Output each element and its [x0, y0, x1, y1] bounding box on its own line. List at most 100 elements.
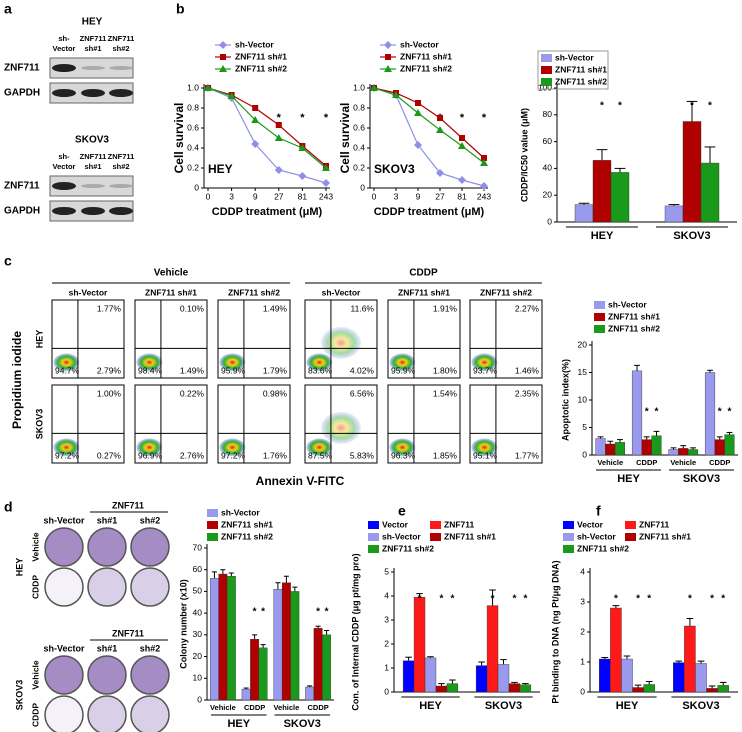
- legend-swatch: [207, 509, 218, 517]
- significance: *: [721, 594, 725, 605]
- significance: *: [450, 594, 454, 605]
- quadrant-value: 94.7%: [55, 365, 80, 375]
- y-tick-label: 100: [538, 82, 552, 92]
- legend-label: ZNF711 sh#1: [555, 64, 607, 74]
- y-tick-label: 10: [578, 394, 588, 404]
- bar: [651, 435, 662, 456]
- legend-swatch: [368, 533, 379, 541]
- quadrant-value: 1.49%: [263, 303, 288, 313]
- legend-marker: [384, 41, 392, 49]
- x-tick-label: HEY: [591, 230, 614, 242]
- x-tick-label: 9: [416, 191, 421, 201]
- panel-label: d: [4, 499, 13, 515]
- bar: [322, 634, 332, 701]
- legend-label: sh-Vector: [382, 531, 421, 541]
- lane-label: ZNF711: [80, 152, 107, 161]
- quadrant-value: 1.85%: [433, 450, 458, 460]
- data-point: [251, 140, 260, 148]
- colony-row-label: SKOV3: [14, 680, 24, 711]
- legend-swatch: [563, 533, 574, 541]
- quadrant-value: 2.35%: [515, 388, 540, 398]
- lane-label: Vector: [53, 44, 76, 53]
- bar: [673, 662, 685, 693]
- blot-band: [109, 207, 133, 215]
- legend-swatch: [563, 521, 574, 529]
- legend-label: Vector: [577, 519, 604, 529]
- y-tick-label: 3: [580, 596, 585, 606]
- data-point: [436, 126, 444, 133]
- x-tick-label: 3: [229, 191, 234, 201]
- quadrant-value: 1.77%: [515, 450, 540, 460]
- bar: [706, 688, 718, 693]
- series-line: [207, 87, 327, 169]
- bar: [678, 448, 689, 456]
- legend-label: ZNF711 sh#2: [235, 63, 287, 73]
- flow-column-label: ZNF711 sh#1: [398, 287, 450, 297]
- bar: [668, 449, 679, 456]
- colony-column-label: sh#2: [140, 643, 161, 653]
- quadrant-value: 2.27%: [515, 303, 540, 313]
- cell-cluster: [53, 438, 80, 457]
- legend-label: sh-Vector: [577, 531, 616, 541]
- data-point: [480, 182, 488, 190]
- flow-column-label: sh-Vector: [69, 287, 108, 297]
- colony-plate: [44, 695, 84, 732]
- legend-label: ZNF711 sh#2: [400, 63, 452, 73]
- blot-row-label: GAPDH: [4, 88, 40, 99]
- quadrant-value: 0.22%: [180, 388, 205, 398]
- significance: *: [512, 594, 516, 605]
- y-tick-label: 20: [543, 189, 553, 199]
- legend-marker: [219, 65, 227, 72]
- x-axis-label: CDDP treatment (μM): [374, 206, 485, 218]
- chart-annotation: HEY: [208, 162, 233, 176]
- y-axis-label: Colony number (x10): [178, 579, 188, 669]
- blot-row-label: GAPDH: [4, 206, 40, 217]
- y-tick-label: 0: [360, 182, 365, 192]
- colony-column-label: sh-Vector: [43, 515, 85, 525]
- series-line: [207, 87, 327, 167]
- y-tick-label: 0: [194, 182, 199, 192]
- quadrant-value: 96.3%: [391, 450, 416, 460]
- cell-cluster: [219, 438, 246, 457]
- panel-label: a: [4, 1, 12, 17]
- y-tick-label: 0: [197, 694, 202, 704]
- lane-label: ZNF711: [108, 34, 135, 43]
- significance: *: [491, 594, 495, 605]
- legend-swatch: [430, 521, 441, 529]
- y-tick-label: 60: [193, 564, 203, 574]
- legend-label: ZNF711 sh#1: [639, 531, 691, 541]
- quadrant-value: 1.54%: [433, 388, 458, 398]
- legend-label: sh-Vector: [608, 299, 647, 309]
- x-tick-label: Vehicle: [597, 458, 623, 467]
- x-tick-label: HEY: [419, 700, 442, 712]
- significance: *: [708, 101, 712, 112]
- colony-plate: [87, 567, 127, 607]
- bar: [273, 589, 283, 701]
- y-tick-label: 0.4: [187, 142, 199, 152]
- legend-label: ZNF711: [444, 519, 475, 529]
- colony-column-label: sh-Vector: [43, 643, 85, 653]
- flow-row-label: SKOV3: [34, 409, 44, 440]
- data-point: [459, 135, 465, 141]
- data-point: [204, 84, 212, 91]
- colony-plate: [44, 655, 84, 695]
- bar: [281, 582, 291, 701]
- data-point: [458, 142, 466, 149]
- significance: *: [728, 407, 732, 418]
- lane-label: ZNF711: [108, 152, 135, 161]
- bar: [714, 439, 725, 456]
- y-tick-label: 0: [582, 449, 587, 459]
- bar: [486, 605, 499, 693]
- lane-label: sh-: [58, 152, 70, 161]
- significance: *: [636, 594, 640, 605]
- y-tick-label: 50: [193, 586, 203, 596]
- bar: [687, 449, 699, 456]
- significance: *: [277, 112, 282, 124]
- y-tick-label: 0: [384, 686, 389, 696]
- significance: *: [614, 594, 618, 605]
- significance: *: [261, 607, 265, 618]
- bar: [724, 434, 735, 456]
- data-point: [481, 155, 487, 161]
- legend-label: ZNF711 sh#2: [577, 543, 629, 553]
- significance: *: [253, 607, 257, 618]
